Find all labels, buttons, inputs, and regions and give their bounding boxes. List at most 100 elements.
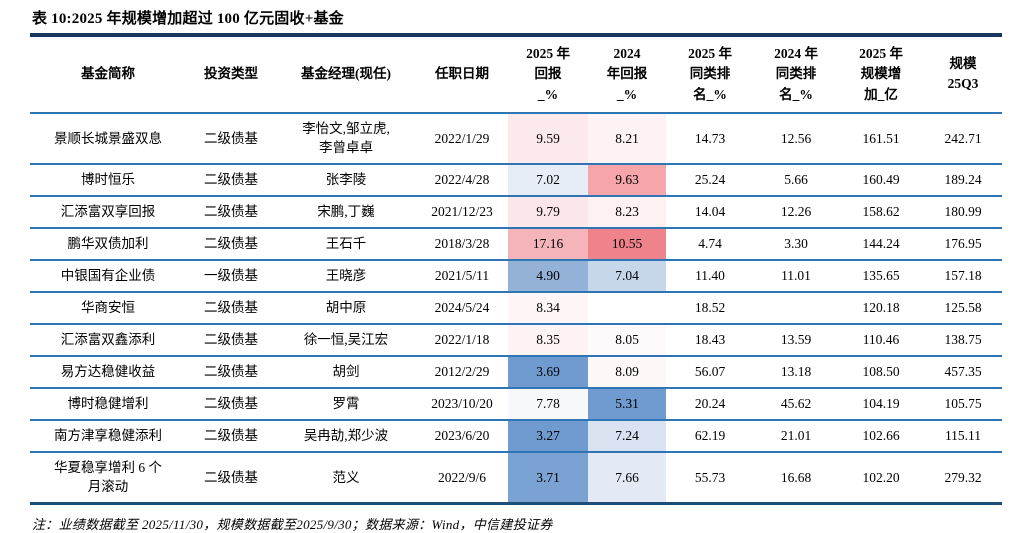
cell-manager: 张李陵 xyxy=(325,172,367,188)
column-header-rank-2024: 2024 年 同类排 名_% xyxy=(774,46,818,102)
cell-rank2025: 55.73 xyxy=(694,469,726,485)
cell-scale_inc: 161.51 xyxy=(862,130,900,146)
cell-name: 博时恒乐 xyxy=(81,172,135,188)
cell-manager: 李怡文,邹立虎, 李曾卓卓 xyxy=(302,120,390,156)
cell-manager: 徐一恒,吴江宏 xyxy=(303,332,389,348)
cell-rank2024: 5.66 xyxy=(784,172,808,188)
cell-rank2024: 12.26 xyxy=(780,204,812,220)
cell-r2025: 7.02 xyxy=(508,163,588,196)
cell-scale_inc: 104.19 xyxy=(862,396,900,412)
cell-manager: 宋鹏,丁巍 xyxy=(317,204,375,220)
cell-date: 2023/6/20 xyxy=(434,428,490,444)
cell-date: 2021/12/23 xyxy=(431,204,493,220)
table-row: 鹏华双债加利 二级债基 王石千 2018/3/28 17.16 10.55 4.74 3.30… xyxy=(30,227,1002,260)
cell-date: 2024/5/24 xyxy=(434,300,490,316)
cell-type: 二级债基 xyxy=(204,130,258,146)
cell-manager: 吴冉劼,郑少波 xyxy=(303,428,389,444)
cell-manager: 罗霄 xyxy=(332,396,360,412)
column-header-return-2025: 2025 年 回报 _% xyxy=(526,46,570,102)
cell-r2024: 10.55 xyxy=(588,227,666,260)
table-header: 基金简称 投资类型 基金经理(现任) 任职日期 2025 年 回报 _% 202… xyxy=(30,35,1002,113)
header-row: 基金简称 投资类型 基金经理(现任) 任职日期 2025 年 回报 _% 202… xyxy=(30,35,1002,113)
cell-date: 2021/5/11 xyxy=(434,268,490,284)
cell-r2024: 7.66 xyxy=(588,451,666,504)
cell-type: 二级债基 xyxy=(204,364,258,380)
cell-r2025: 8.34 xyxy=(508,291,588,324)
table-row: 汇添富双鑫添利 二级债基 徐一恒,吴江宏 2022/1/18 8.35 8.05 18.43… xyxy=(30,323,1002,356)
cell-date: 2022/1/29 xyxy=(434,130,490,146)
cell-r2024: 8.21 xyxy=(588,112,666,164)
cell-scale_inc: 135.65 xyxy=(862,268,900,284)
table-row: 汇添富双享回报 二级债基 宋鹏,丁巍 2021/12/23 9.79 8.23 14.04 1… xyxy=(30,195,1002,228)
cell-r2025: 3.71 xyxy=(508,451,588,504)
cell-rank2024: 16.68 xyxy=(780,469,812,485)
table-row: 中银国有企业债 一级债基 王晓彦 2021/5/11 4.90 7.04 11.40 11.0… xyxy=(30,259,1002,292)
cell-scale_inc: 158.62 xyxy=(862,204,900,220)
cell-rank2025: 14.04 xyxy=(694,204,726,220)
cell-r2025: 8.35 xyxy=(508,323,588,356)
column-header-scale-25q3: 规模 25Q3 xyxy=(947,56,979,92)
cell-scale_inc: 120.18 xyxy=(862,300,900,316)
cell-r2024: 7.24 xyxy=(588,419,666,452)
cell-rank2024: 45.62 xyxy=(780,396,812,412)
cell-scale_25q3: 115.11 xyxy=(944,428,982,444)
cell-manager: 范义 xyxy=(332,469,360,485)
cell-scale_inc: 102.20 xyxy=(862,469,900,485)
cell-name: 华夏稳享增利 6 个 月滚动 xyxy=(54,459,162,495)
cell-r2024: 9.63 xyxy=(588,163,666,196)
cell-name: 中银国有企业债 xyxy=(60,268,156,284)
cell-name: 易方达稳健收益 xyxy=(60,364,156,380)
table-row: 南方津享稳健添利 二级债基 吴冉劼,郑少波 2023/6/20 3.27 7.24 62.1… xyxy=(30,419,1002,452)
column-header-scale-increase: 2025 年 规模增 加_亿 xyxy=(859,46,903,102)
cell-rank2024: 13.59 xyxy=(780,332,812,348)
cell-rank2024: 12.56 xyxy=(780,130,812,146)
cell-name: 汇添富双鑫添利 xyxy=(60,332,156,348)
cell-r2025: 17.16 xyxy=(508,227,588,260)
cell-r2025: 9.59 xyxy=(508,112,588,164)
cell-name: 博时稳健增利 xyxy=(67,396,149,412)
footnote: 注：业绩数据截至 2025/11/30，规模数据截至2025/9/30；数据来源… xyxy=(32,517,553,532)
cell-manager: 胡剑 xyxy=(332,364,360,380)
cell-type: 二级债基 xyxy=(204,236,258,252)
table-title: 表 10:2025 年规模增加超过 100 亿元固收+基金 xyxy=(32,11,344,27)
cell-name: 鹏华双债加利 xyxy=(67,236,149,252)
cell-type: 二级债基 xyxy=(204,469,258,485)
column-header-return-2024: 2024 年回报 _% xyxy=(606,46,648,102)
table-row: 景顺长城景盛双息 二级债基 李怡文,邹立虎, 李曾卓卓 2022/1/29 9.59 8.… xyxy=(30,112,1002,164)
cell-scale_25q3: 457.35 xyxy=(944,364,982,380)
column-header-invest-type: 投资类型 xyxy=(204,66,258,82)
cell-scale_25q3: 189.24 xyxy=(944,172,982,188)
cell-scale_25q3: 105.75 xyxy=(944,396,982,412)
cell-r2025: 3.27 xyxy=(508,419,588,452)
cell-date: 2022/4/28 xyxy=(434,172,490,188)
cell-r2025: 4.90 xyxy=(508,259,588,292)
cell-type: 二级债基 xyxy=(204,172,258,188)
cell-scale_25q3: 180.99 xyxy=(944,204,982,220)
cell-type: 二级债基 xyxy=(204,300,258,316)
cell-r2024: 5.31 xyxy=(588,387,666,420)
cell-r2024: 7.04 xyxy=(588,259,666,292)
table-body: 景顺长城景盛双息 二级债基 李怡文,邹立虎, 李曾卓卓 2022/1/29 9.59 8.… xyxy=(30,112,1002,504)
cell-manager: 王晓彦 xyxy=(325,268,367,284)
cell-type: 二级债基 xyxy=(204,396,258,412)
cell-rank2025: 62.19 xyxy=(694,428,726,444)
cell-scale_25q3: 279.32 xyxy=(944,469,982,485)
table-row: 博时稳健增利 二级债基 罗霄 2023/10/20 7.78 5.31 20.24 45.62… xyxy=(30,387,1002,420)
cell-rank2025: 20.24 xyxy=(694,396,726,412)
cell-type: 二级债基 xyxy=(204,332,258,348)
column-header-rank-2025: 2025 年 同类排 名_% xyxy=(688,46,732,102)
cell-scale_inc: 110.46 xyxy=(862,332,900,348)
cell-rank2024: 11.01 xyxy=(781,268,811,284)
cell-rank2025: 25.24 xyxy=(694,172,726,188)
cell-type: 一级债基 xyxy=(204,268,258,284)
cell-rank2025: 18.43 xyxy=(694,332,726,348)
cell-date: 2023/10/20 xyxy=(431,396,493,412)
cell-scale_inc: 108.50 xyxy=(862,364,900,380)
table-row: 华商安恒 二级债基 胡中原 2024/5/24 8.34 18.52 120.18 125.5… xyxy=(30,291,1002,324)
cell-scale_inc: 160.49 xyxy=(862,172,900,188)
cell-name: 南方津享稳健添利 xyxy=(54,428,162,444)
cell-manager: 胡中原 xyxy=(325,300,367,316)
cell-type: 二级债基 xyxy=(204,428,258,444)
cell-r2024: 8.05 xyxy=(588,323,666,356)
